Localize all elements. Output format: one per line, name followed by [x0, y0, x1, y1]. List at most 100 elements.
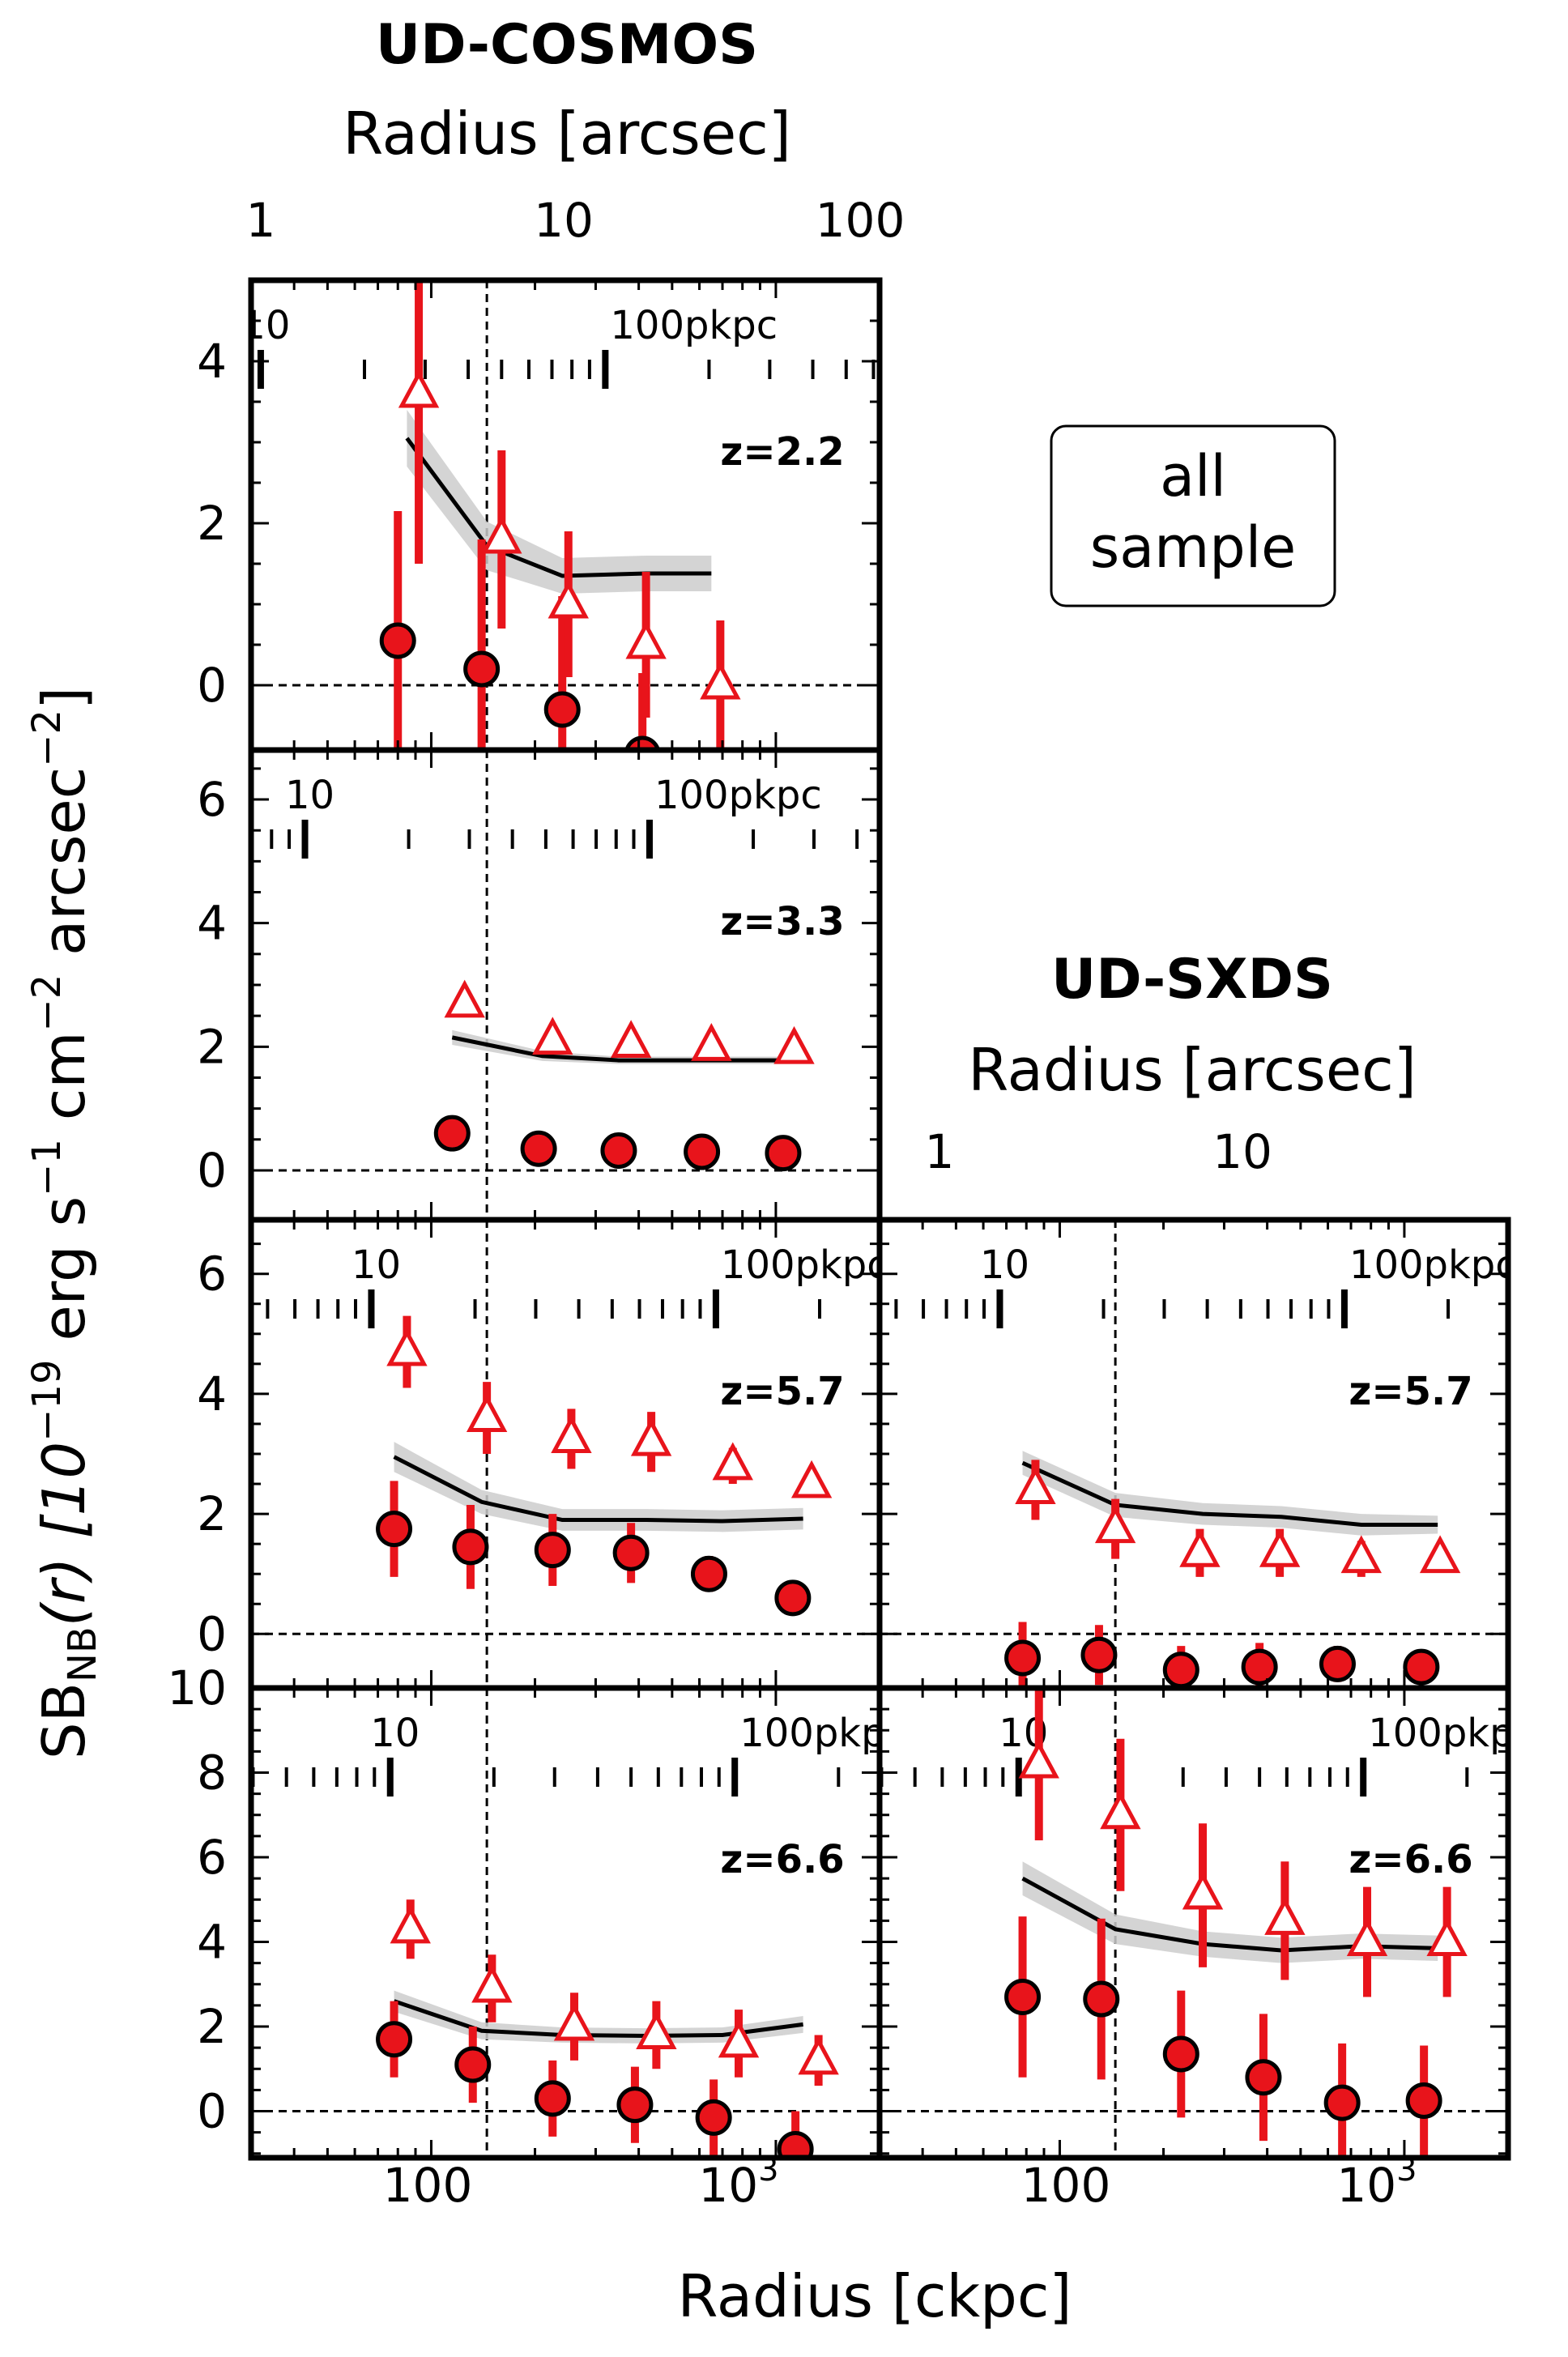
y-tick-label: 0	[197, 1606, 227, 1661]
cosmos-title: UD-COSMOS	[376, 13, 758, 77]
y-tick-label: 2	[197, 1999, 227, 2054]
circle-marker	[534, 2080, 571, 2117]
triangle-marker	[481, 515, 522, 554]
y-axis-label: SBNB(r) [10−19 erg s−1 cm−2 arcsec−2]	[24, 687, 105, 1759]
panel-5-plot-area: 10 100pkpc	[880, 1220, 1517, 1688]
model-band	[394, 1442, 803, 1532]
triangle-marker	[1426, 1918, 1468, 1957]
pkpc-label: 100pkpc	[721, 1242, 888, 1288]
triangle-marker	[553, 2002, 595, 2041]
triangle-marker	[444, 979, 485, 1018]
y-tick-label: 4	[197, 1366, 227, 1421]
triangle-marker	[1100, 1791, 1141, 1830]
triangle-marker	[700, 661, 741, 700]
pkpc-label: 100pkpc	[739, 1711, 907, 1756]
triangle-marker	[1340, 1535, 1382, 1574]
triangle-marker	[1018, 1740, 1059, 1779]
circle-marker	[1405, 2082, 1442, 2119]
circle-marker	[520, 1130, 557, 1167]
redshift-label: z=6.6	[1349, 1837, 1472, 1882]
cosmos-top-tick-label-1: 1	[246, 193, 276, 248]
triangle-marker	[691, 1023, 732, 1061]
redshift-label: z=5.7	[1349, 1369, 1472, 1414]
triangle-marker	[718, 2019, 760, 2058]
pkpc-label: 10	[352, 1242, 401, 1288]
bottom-tick-label-1000-left: 103	[698, 2151, 778, 2213]
circle-marker	[624, 735, 661, 750]
redshift-label: z=3.3	[720, 899, 844, 944]
panel-frame	[876, 1685, 1511, 2161]
circle-marker	[376, 2021, 413, 2058]
circle-marker	[452, 1528, 489, 1566]
panel-6-plot-area: 10 100pkpc	[880, 1688, 1536, 2158]
y-tick-label: 6	[197, 1247, 227, 1302]
circle-marker	[777, 2131, 814, 2158]
pkpc-label: 10	[370, 1711, 420, 1756]
triangle-marker	[386, 1328, 428, 1366]
triangle-marker	[712, 1442, 753, 1481]
panel-1: 10 100pkpc z=2.2 0 2 4	[197, 277, 883, 753]
triangle-marker	[532, 1017, 573, 1055]
triangle-marker	[398, 369, 440, 408]
circle-marker	[690, 1555, 727, 1592]
circle-marker	[600, 1132, 637, 1170]
triangle-marker	[798, 2036, 839, 2075]
circle-marker	[774, 1579, 812, 1617]
y-tick-label: 0	[197, 658, 227, 713]
sxds-top-tick-label-10: 10	[1212, 1124, 1272, 1179]
pkpc-label: 100pkpc	[1349, 1242, 1517, 1288]
circle-marker	[379, 622, 416, 659]
circle-marker	[612, 1534, 650, 1571]
legend-box-line-1: all	[1160, 443, 1226, 509]
triangle-marker	[466, 1394, 508, 1433]
pkpc-label: 10	[285, 773, 334, 818]
model-band	[1022, 1451, 1438, 1536]
panel-2: 10 100pkpc z=3.3 0 2 4 6	[197, 747, 883, 1223]
circle-marker	[1162, 2035, 1199, 2073]
y-tick-label: 0	[197, 2084, 227, 2139]
triangle-marker	[773, 1025, 815, 1064]
triangle-marker	[1182, 1871, 1224, 1910]
pkpc-label: 100pkpc	[1368, 1711, 1536, 1756]
triangle-marker	[636, 2011, 677, 2049]
panel-3-plot-area: 10 100pkpc	[251, 1220, 888, 1688]
y-tick-label: 2	[197, 1019, 227, 1074]
triangle-marker	[551, 1415, 592, 1453]
bottom-tick-label-100-right: 100	[1021, 2158, 1111, 2213]
model-line	[393, 1455, 803, 1524]
circle-marker	[1323, 2084, 1361, 2121]
circle-marker	[765, 1135, 802, 1172]
circle-marker	[463, 650, 501, 688]
panel-2-plot-area: 10 100pkpc	[251, 750, 880, 1220]
triangle-marker	[610, 1020, 652, 1058]
redshift-label: z=5.7	[720, 1369, 844, 1414]
model-line	[405, 437, 712, 578]
circle-marker	[543, 691, 581, 728]
triangle-marker	[1346, 1918, 1388, 1957]
redshift-label: z=2.2	[720, 429, 844, 475]
triangle-marker	[1179, 1528, 1221, 1567]
y-tick-label: 6	[197, 772, 227, 827]
triangle-marker	[1094, 1505, 1136, 1544]
circle-marker	[1245, 2059, 1282, 2096]
sxds-title: UD-SXDS	[1051, 948, 1333, 1012]
panel-1-plot-area: 10 100pkpc	[251, 280, 880, 750]
triangle-marker	[548, 580, 589, 619]
circle-marker	[1403, 1648, 1440, 1686]
redshift-label: z=6.6	[720, 1837, 844, 1882]
triangle-marker	[1419, 1535, 1461, 1574]
y-tick-label: 6	[197, 1830, 227, 1885]
legend-box	[1050, 424, 1336, 607]
circle-marker	[433, 1115, 471, 1152]
y-tick-label: 10	[167, 1660, 227, 1716]
circle-marker	[1080, 1636, 1118, 1673]
triangle-marker	[1259, 1528, 1301, 1567]
cosmos-top-tick-label-10: 10	[534, 193, 594, 248]
legend-box-line-2: sample	[1090, 514, 1297, 581]
circle-marker	[1083, 1980, 1120, 2018]
y-tick-label: 4	[197, 896, 227, 951]
y-tick-label: 2	[197, 1486, 227, 1541]
